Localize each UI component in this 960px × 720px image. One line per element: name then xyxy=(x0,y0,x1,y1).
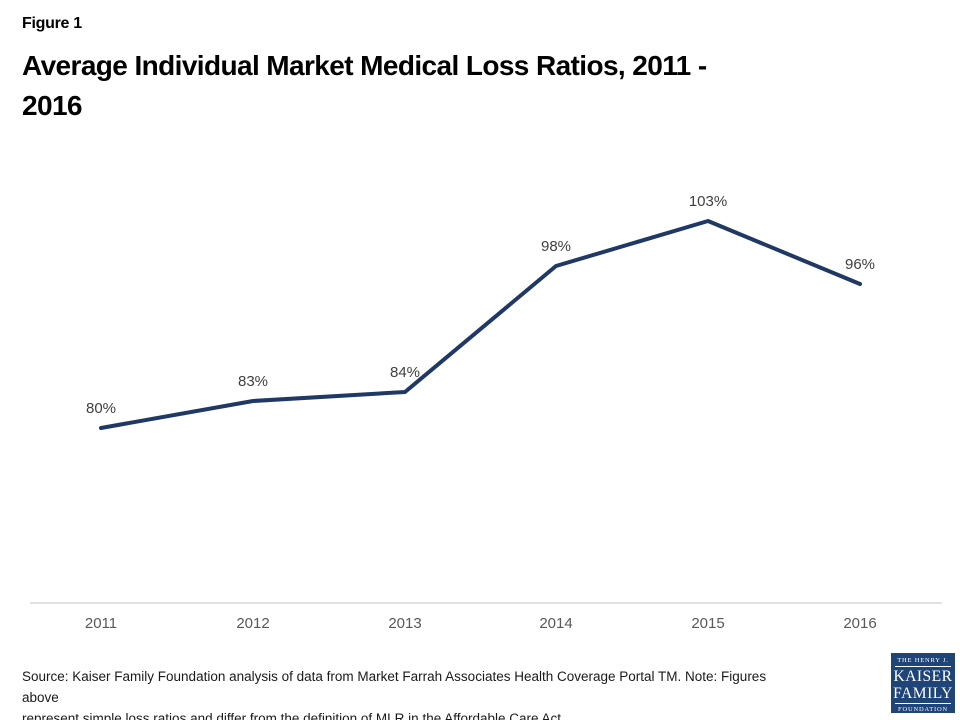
source-note-line1: Source: Kaiser Family Foundation analysi… xyxy=(22,669,767,705)
x-axis-tick-label: 2016 xyxy=(843,615,877,632)
data-label: 96% xyxy=(844,256,876,273)
page-title: Average Individual Market Medical Loss R… xyxy=(22,46,707,126)
data-label: 80% xyxy=(85,400,117,417)
data-label: 103% xyxy=(688,193,728,210)
logo-text-family: FAMILY xyxy=(893,685,953,702)
source-note-line2: represent simple loss ratios and differ … xyxy=(22,711,562,720)
page-title-line2: 2016 xyxy=(22,90,82,121)
logo-text-kaiser: KAISER xyxy=(893,668,953,685)
mlr-series-line xyxy=(99,219,862,430)
data-label: 98% xyxy=(540,238,572,255)
figure-label: Figure 1 xyxy=(22,15,82,32)
page-title-line1: Average Individual Market Medical Loss R… xyxy=(22,50,707,81)
kff-foundation-logo: THE HENRY J. KAISER FAMILY FOUNDATION xyxy=(891,653,955,713)
x-axis-tick-label: 2013 xyxy=(388,615,422,632)
source-note: Source: Kaiser Family Foundation analysi… xyxy=(22,666,802,720)
logo-text-top: THE HENRY J. xyxy=(895,657,951,667)
x-axis-tick-label: 2014 xyxy=(539,615,573,632)
x-axis-tick-label: 2015 xyxy=(691,615,725,632)
logo-text-bottom: FOUNDATION xyxy=(895,703,951,713)
x-axis-tick-label: 2011 xyxy=(84,615,118,632)
data-label: 84% xyxy=(389,364,421,381)
x-axis-tick-label: 2012 xyxy=(236,615,270,632)
data-label: 83% xyxy=(237,373,269,390)
